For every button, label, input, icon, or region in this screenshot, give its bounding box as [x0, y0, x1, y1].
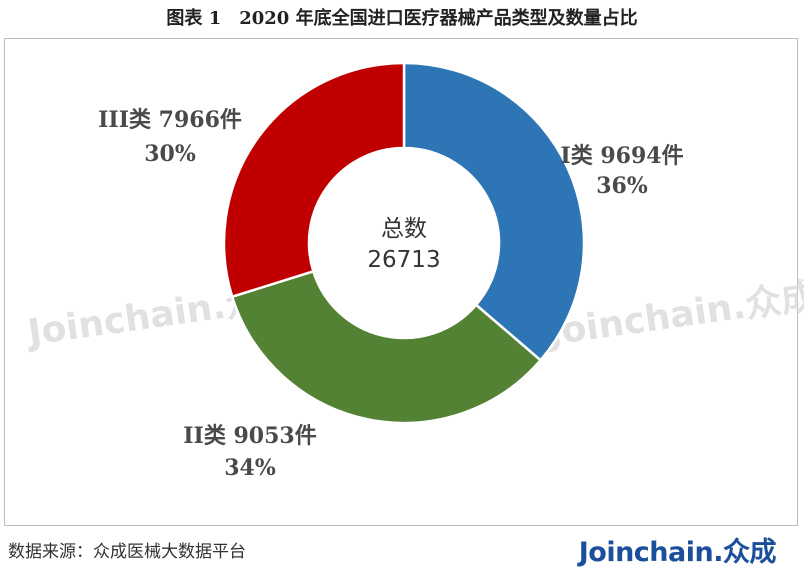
brand-logo: Joinchain.众成: [578, 537, 777, 568]
brand-text: Joinchain: [578, 537, 714, 568]
chart-title: 图表 1 2020 年底全国进口医疗器械产品类型及数量占比: [166, 8, 638, 29]
slice-label-1: I类 9694件: [560, 143, 683, 169]
slice-percent-3: 30%: [144, 141, 196, 167]
slice-label-3: III类 7966件: [98, 107, 242, 133]
chart-frame: [4, 38, 798, 526]
source-note: 数据来源：众成医械大数据平台: [8, 542, 246, 562]
brand-suffix: 众成: [723, 537, 777, 568]
label-layer: I类 9694件 36% II类 9053件 34% III类 7966件 30%: [98, 107, 683, 481]
slice-percent-1: 36%: [596, 173, 648, 199]
center-value: 26713: [367, 247, 440, 273]
donut-hole: [309, 148, 499, 338]
watermark-3: Joinchain.众成: [543, 276, 804, 355]
slice-label-2: II类 9053件: [183, 423, 316, 449]
slice-percent-2: 34%: [224, 455, 276, 481]
center-label: 总数: [381, 216, 427, 242]
slice-layer: [222, 61, 586, 425]
